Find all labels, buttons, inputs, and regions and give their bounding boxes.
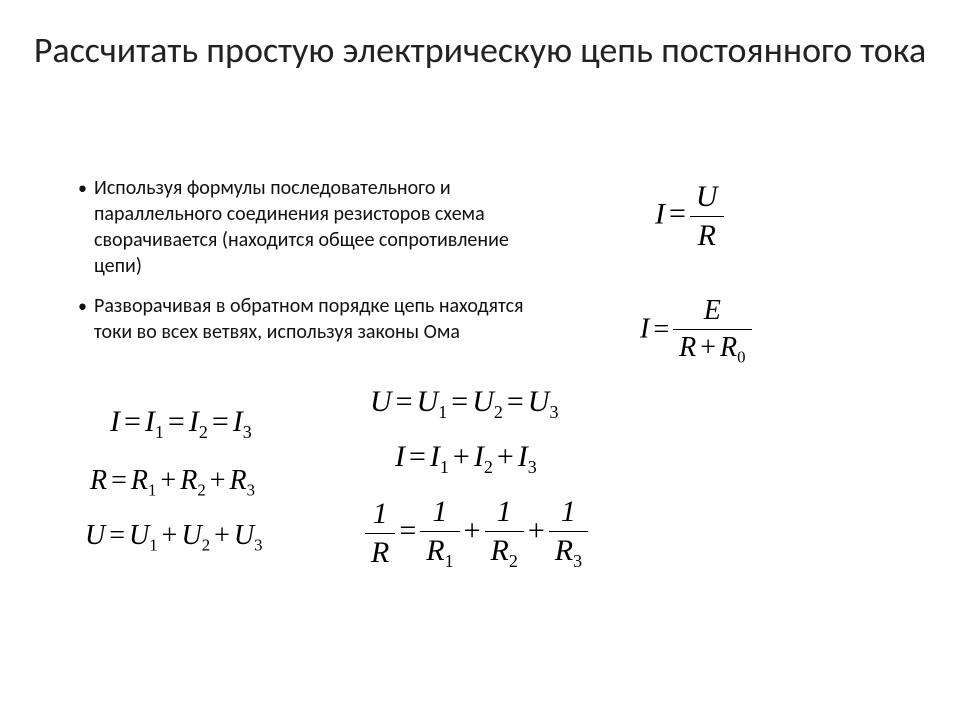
formula-ohm-full: I= E R+R0 xyxy=(640,295,752,368)
bullet-list: Используя формулы последовательного и па… xyxy=(60,175,560,359)
formula-parallel-current: I=I1+I2+I3 xyxy=(395,440,537,478)
bullet-item: Используя формулы последовательного и па… xyxy=(78,175,560,279)
bullet-item: Разворачивая в обратном порядке цепь нах… xyxy=(78,293,560,345)
formula-series-current: I=I1=I2=I3 xyxy=(110,405,252,443)
formula-ohm-basic: I= U R xyxy=(655,180,724,253)
slide: Рассчитать простую электрическую цепь по… xyxy=(0,0,960,720)
formula-parallel-resistance: 1 R = 1 R1 + 1 R2 + 1 R3 xyxy=(365,495,588,572)
page-title: Рассчитать простую электрическую цепь по… xyxy=(0,0,960,73)
formula-parallel-voltage: U=U1=U2=U3 xyxy=(370,385,558,423)
formula-series-voltage: U=U1+U2+U3 xyxy=(85,520,263,556)
formula-series-resistance: R=R1+R2+R3 xyxy=(90,465,255,501)
